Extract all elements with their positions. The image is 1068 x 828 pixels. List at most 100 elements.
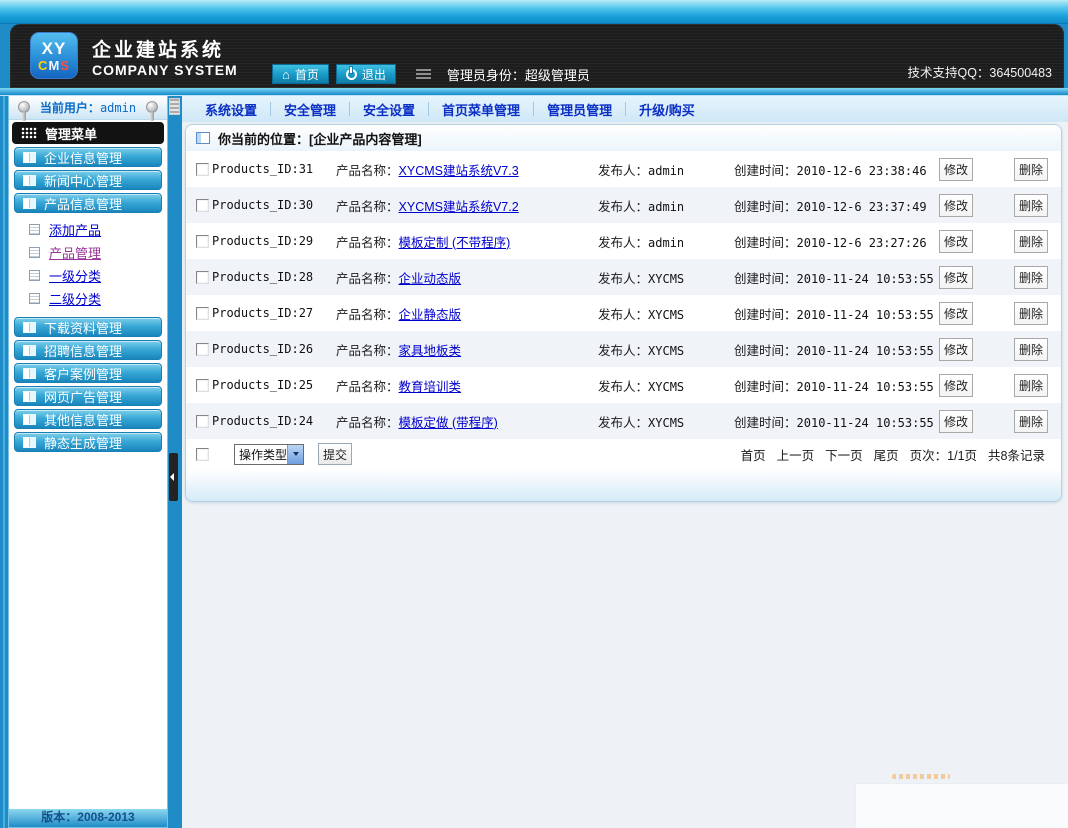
- delete-button[interactable]: 删除: [1014, 301, 1048, 325]
- publisher-value: admin: [648, 199, 685, 214]
- category-level1-link[interactable]: 一级分类: [49, 268, 102, 284]
- delete-button[interactable]: 删除: [1014, 409, 1048, 433]
- row-checkbox[interactable]: [196, 270, 209, 284]
- publisher-label: 发布人：: [598, 307, 649, 322]
- pagination-first[interactable]: 首页: [740, 448, 766, 463]
- logo-cms-text: CMS: [38, 57, 70, 73]
- edit-button[interactable]: 修改: [939, 157, 973, 181]
- table-row: Products_ID:29 产品名称：模板定制 (不带程序) 发布人：admi…: [186, 223, 1061, 259]
- tab-upgrade-buy[interactable]: 升级/购买: [639, 102, 695, 118]
- product-link[interactable]: XYCMS建站系统V7.3: [398, 163, 519, 178]
- screw-icon: [146, 101, 158, 121]
- row-checkbox[interactable]: [196, 306, 209, 320]
- row-checkbox[interactable]: [196, 378, 209, 392]
- pagination-last[interactable]: 尾页: [873, 448, 899, 463]
- time-value: 2010-11-24 10:53:55: [796, 415, 934, 430]
- tab-security-manage[interactable]: 安全管理: [284, 102, 337, 118]
- sidebar-item-recruit-manage[interactable]: 招聘信息管理: [14, 340, 162, 360]
- row-checkbox[interactable]: [196, 414, 209, 428]
- publisher-label: 发布人：: [598, 199, 649, 214]
- delete-button[interactable]: 删除: [1014, 265, 1048, 289]
- delete-button[interactable]: 删除: [1014, 337, 1048, 361]
- table-row: Products_ID:27 产品名称：企业静态版 发布人：XYCMS 创建时间…: [186, 295, 1061, 331]
- product-id: Products_ID:27: [212, 306, 314, 320]
- product-link[interactable]: 企业静态版: [398, 307, 462, 322]
- edit-button[interactable]: 修改: [939, 229, 973, 253]
- app-header: XY CMS 企业建站系统 COMPANY SYSTEM ⌂ 首页 退出 管理员…: [10, 24, 1064, 88]
- product-name-label: 产品名称：: [336, 307, 399, 322]
- product-link[interactable]: 模板定制 (不带程序): [398, 235, 511, 250]
- table-row: Products_ID:31 产品名称：XYCMS建站系统V7.3 发布人：ad…: [186, 151, 1061, 187]
- table-row: Products_ID:25 产品名称：教育培训类 发布人：XYCMS 创建时间…: [186, 367, 1061, 403]
- publisher-label: 发布人：: [598, 379, 649, 394]
- pagination-prev[interactable]: 上一页: [776, 448, 815, 463]
- publisher-value: XYCMS: [648, 415, 685, 430]
- delete-button[interactable]: 删除: [1014, 373, 1048, 397]
- row-checkbox[interactable]: [196, 198, 209, 212]
- window-icon: [23, 151, 36, 163]
- product-link[interactable]: XYCMS建站系统V7.2: [398, 199, 519, 214]
- time-label: 创建时间：: [734, 415, 797, 430]
- tab-security-settings[interactable]: 安全设置: [363, 102, 416, 118]
- action-type-value: 操作类型: [239, 447, 287, 462]
- edit-button[interactable]: 修改: [939, 301, 973, 325]
- time-label: 创建时间：: [734, 307, 797, 322]
- sidebar-item-other-info-manage[interactable]: 其他信息管理: [14, 409, 162, 429]
- sidebar-item-download-manage[interactable]: 下载资料管理: [14, 317, 162, 337]
- add-product-link[interactable]: 添加产品: [49, 222, 102, 238]
- action-type-select[interactable]: 操作类型: [234, 443, 304, 465]
- sidebar-item-enterprise-info[interactable]: 企业信息管理: [14, 147, 162, 167]
- row-checkbox[interactable]: [196, 162, 209, 176]
- panel-footer: [186, 469, 1061, 501]
- time-label: 创建时间：: [734, 199, 797, 214]
- tab-admin-manage[interactable]: 管理员管理: [547, 102, 613, 118]
- sidebar-item-static-generate-manage[interactable]: 静态生成管理: [14, 432, 162, 452]
- row-checkbox[interactable]: [196, 234, 209, 248]
- submit-button[interactable]: 提交: [318, 443, 352, 465]
- pagination-next[interactable]: 下一页: [825, 448, 863, 463]
- product-id: Products_ID:31: [212, 162, 314, 176]
- batch-action-row: 操作类型 提交 首页 上一页 下一页 尾页 页次：1/1页 共8条记录: [186, 439, 1061, 469]
- product-link[interactable]: 家具地板类: [398, 343, 462, 358]
- product-name-label: 产品名称：: [336, 343, 399, 358]
- sidebar-collapse-handle[interactable]: [169, 453, 178, 501]
- chevron-down-icon: [287, 444, 303, 464]
- top-menu: 系统设置 安全管理 安全设置 首页菜单管理 管理员管理 升级/购买: [182, 96, 1068, 122]
- product-link[interactable]: 企业动态版: [398, 271, 462, 286]
- home-icon: ⌂: [282, 66, 290, 82]
- sidebar-item-web-ads-manage[interactable]: 网页广告管理: [14, 386, 162, 406]
- row-checkbox[interactable]: [196, 342, 209, 356]
- delete-button[interactable]: 删除: [1014, 193, 1048, 217]
- note-icon: [29, 269, 40, 281]
- edit-button[interactable]: 修改: [939, 373, 973, 397]
- sidebar-item-customer-case-manage[interactable]: 客户案例管理: [14, 363, 162, 383]
- content-panel: 你当前的位置：[企业产品内容管理] Products_ID:31 产品名称：XY…: [185, 124, 1062, 502]
- window-icon: [23, 321, 36, 333]
- delete-button[interactable]: 删除: [1014, 229, 1048, 253]
- time-value: 2010-11-24 10:53:55: [796, 271, 934, 286]
- edit-button[interactable]: 修改: [939, 193, 973, 217]
- product-name-label: 产品名称：: [336, 235, 399, 250]
- sidebar-item-product-info[interactable]: 产品信息管理: [14, 193, 162, 213]
- edit-button[interactable]: 修改: [939, 409, 973, 433]
- product-manage-link[interactable]: 产品管理: [49, 245, 102, 261]
- edit-button[interactable]: 修改: [939, 265, 973, 289]
- product-link[interactable]: 模板定做 (带程序): [398, 415, 498, 430]
- select-all-checkbox[interactable]: [196, 447, 209, 461]
- tab-system-settings[interactable]: 系统设置: [205, 102, 258, 118]
- time-value: 2010-12-6 23:37:49: [796, 199, 927, 214]
- tab-home-menu-manage[interactable]: 首页菜单管理: [442, 102, 521, 118]
- product-link[interactable]: 教育培训类: [398, 379, 462, 394]
- breadcrumb-text: 你当前的位置：[企业产品内容管理]: [218, 131, 422, 147]
- publisher-value: admin: [648, 163, 685, 178]
- grid-icon: [21, 127, 37, 139]
- publisher-label: 发布人：: [598, 343, 649, 358]
- submenu-item-product-manage: 产品管理: [29, 242, 167, 262]
- logout-button[interactable]: 退出: [335, 64, 396, 84]
- delete-button[interactable]: 删除: [1014, 157, 1048, 181]
- publisher-label: 发布人：: [598, 235, 649, 250]
- sidebar-item-news-center[interactable]: 新闻中心管理: [14, 170, 162, 190]
- edit-button[interactable]: 修改: [939, 337, 973, 361]
- home-button[interactable]: ⌂ 首页: [272, 64, 329, 84]
- category-level2-link[interactable]: 二级分类: [49, 291, 102, 307]
